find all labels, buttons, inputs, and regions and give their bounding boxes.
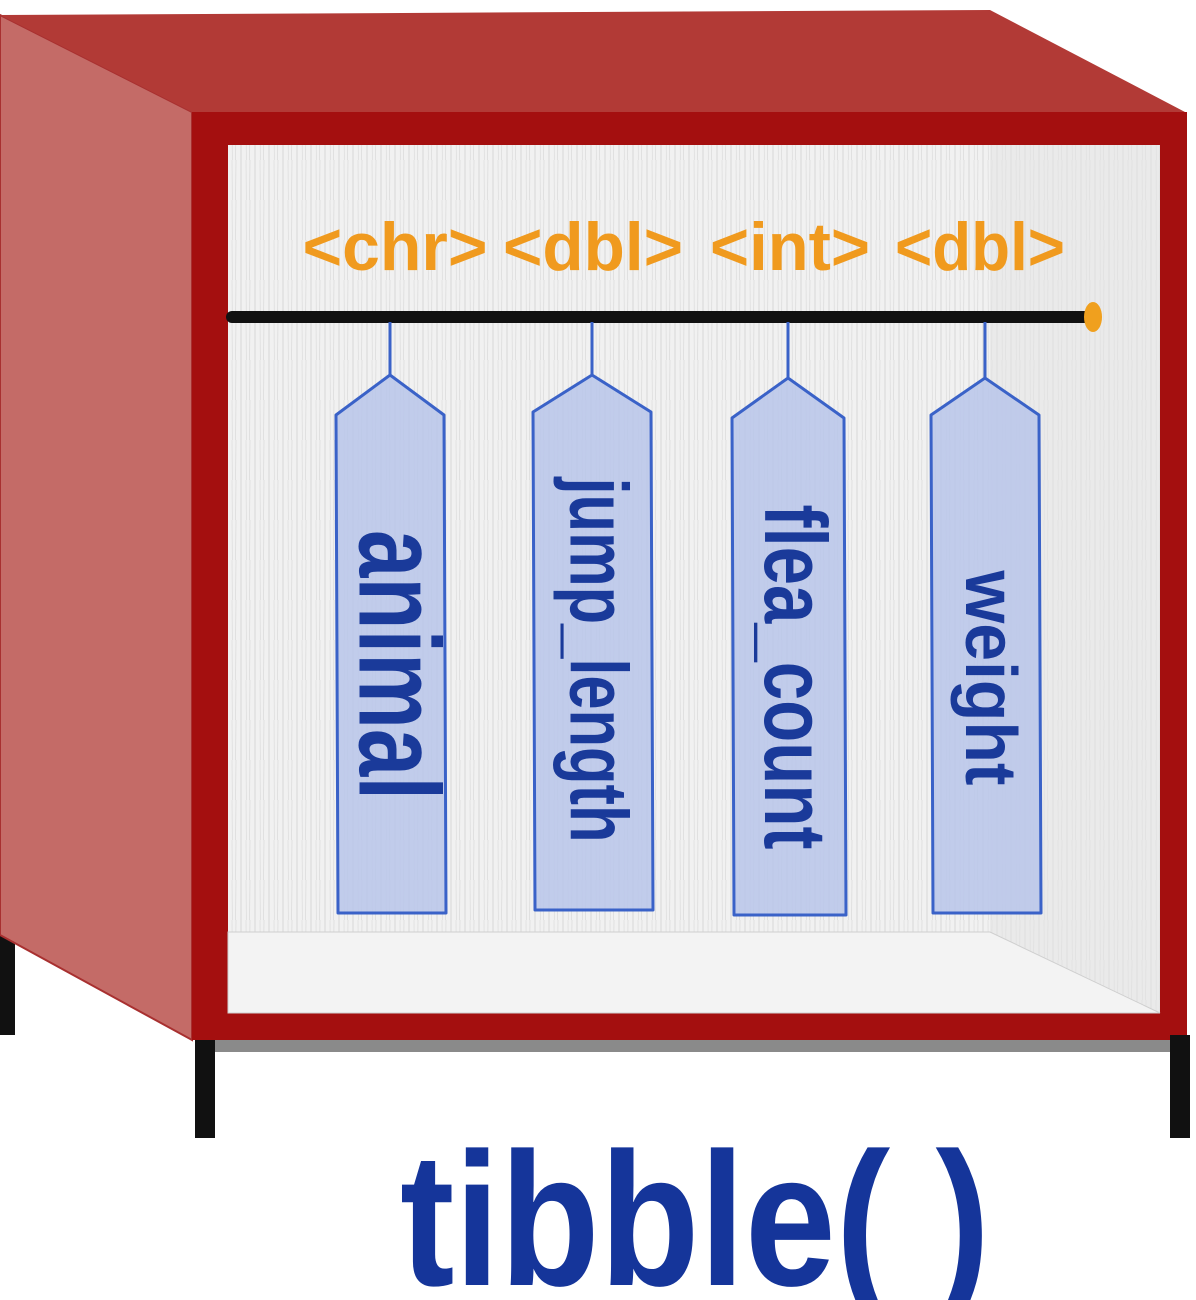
column-type-label: <chr> <box>303 209 488 285</box>
cabinet-base-shadow <box>215 1040 1170 1052</box>
cabinet-leg-front-left <box>195 1040 215 1138</box>
cabinet-top-panel <box>0 10 1185 112</box>
hanging-tag-weight: weight <box>929 322 1043 915</box>
hanging-tag-icon <box>334 373 448 915</box>
cabinet-side-panel <box>0 13 193 1042</box>
hanging-tag-jump-length: jump_length <box>531 322 655 912</box>
cabinet-leg-front-right <box>1170 1035 1190 1138</box>
hanging-tag-icon <box>531 373 655 912</box>
hanging-tag-icon <box>929 376 1043 915</box>
column-name-label: jump_length <box>552 476 643 842</box>
column-type-label: <dbl> <box>895 209 1065 285</box>
column-name-label: animal <box>335 530 463 800</box>
hanging-tag-flea-count: flea_count <box>730 322 848 917</box>
hanging-rod-end-cap <box>1084 302 1102 332</box>
column-type-label: <dbl> <box>503 209 683 285</box>
caption-tibble-function: tibble( ) <box>400 1114 990 1300</box>
hanging-tag-icon <box>730 376 848 917</box>
column-tags: animal jump_length flea_count weight <box>334 322 1043 917</box>
hanging-tag-animal: animal <box>334 322 463 915</box>
cabinet-interior-floor <box>227 931 1161 1014</box>
column-name-label: flea_count <box>746 505 845 850</box>
column-name-label: weight <box>950 570 1030 786</box>
column-type-labels: <chr> <dbl> <int> <dbl> <box>303 209 1066 285</box>
column-type-label: <int> <box>710 209 870 285</box>
cabinet-leg-back-left <box>0 935 15 1035</box>
